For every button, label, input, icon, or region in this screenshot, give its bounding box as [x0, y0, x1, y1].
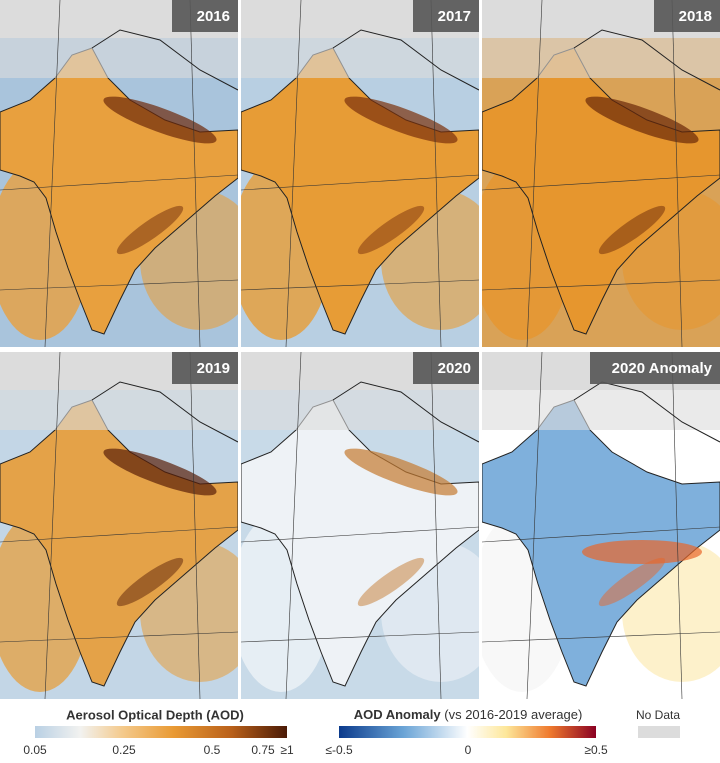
no-data-band — [241, 390, 479, 430]
panel-label-bg — [590, 352, 720, 384]
panel-title: 2017 — [438, 8, 471, 25]
border — [332, 29, 479, 91]
hotspot — [344, 448, 458, 496]
panel-label-bg — [172, 0, 238, 32]
map-panel: 2020 Anomaly — [482, 352, 720, 699]
hotspot — [357, 205, 425, 255]
graticule — [285, 352, 302, 699]
no-data-label: No Data — [636, 708, 680, 722]
graticule — [241, 174, 479, 191]
border — [573, 381, 720, 443]
legend-tick: 0.75 — [251, 743, 275, 757]
no-data-swatch — [638, 726, 680, 738]
colorbar — [339, 726, 596, 738]
no-data-band — [0, 38, 238, 78]
hotspot — [598, 557, 666, 607]
hotspot — [116, 205, 184, 255]
graticule — [482, 174, 720, 191]
graticule — [44, 0, 61, 347]
hotspot — [585, 96, 699, 144]
no-data-band — [482, 38, 720, 78]
graticule — [0, 174, 238, 191]
panel-title: 2018 — [679, 8, 712, 25]
map-panel: 2017 — [241, 0, 479, 347]
panel-label-bg — [413, 352, 479, 384]
legend-title: Aerosol Optical Depth (AOD) — [66, 707, 244, 722]
panel-title: 2020 — [438, 360, 471, 377]
legend-tick: 0.05 — [23, 743, 47, 757]
panel-grid: 2016 2017 2018 2019 2020 2020 Anomaly — [0, 0, 720, 699]
legend-tick: ≥1 — [280, 743, 294, 757]
panel-title: 2019 — [197, 360, 230, 377]
graticule — [241, 526, 479, 543]
hotspot — [598, 205, 666, 255]
map-panel: 2018 — [482, 0, 720, 347]
border — [332, 381, 479, 443]
graticule — [526, 352, 543, 699]
panel-label-bg — [172, 352, 238, 384]
legend-tick: 0.5 — [204, 743, 221, 757]
graticule — [44, 352, 61, 699]
no-data-band — [241, 38, 479, 78]
legend-subtitle: (vs 2016-2019 average) — [444, 707, 582, 722]
legend: Aerosol Optical Depth (AOD) AOD Anomaly … — [23, 707, 680, 757]
graticule — [671, 352, 683, 699]
graticule — [526, 0, 543, 347]
graticule — [285, 0, 302, 347]
legend-tick: 0.25 — [112, 743, 136, 757]
no-data-band — [482, 390, 720, 430]
panel-title: 2020 Anomaly — [612, 360, 713, 377]
graticule — [482, 526, 720, 543]
legend-title: AOD Anomaly (vs 2016-2019 average) — [354, 707, 583, 722]
panel-title: 2016 — [197, 8, 230, 25]
border — [573, 29, 720, 91]
map-panel: 2016 — [0, 0, 238, 347]
graticule — [0, 526, 238, 543]
graticule — [189, 0, 201, 347]
legend-tick: ≤-0.5 — [325, 743, 353, 757]
legend-title-main: AOD Anomaly — [354, 707, 442, 722]
graticule — [671, 0, 683, 347]
hotspot — [582, 540, 702, 564]
border — [91, 29, 238, 91]
graticule — [430, 0, 442, 347]
map-panel: 2019 — [0, 352, 238, 699]
hotspot — [103, 448, 217, 496]
border — [91, 381, 238, 443]
panel-label-bg — [654, 0, 720, 32]
graticule — [189, 352, 201, 699]
hotspot — [357, 557, 425, 607]
colorbar — [35, 726, 287, 738]
map-panel: 2020 — [241, 352, 479, 699]
hotspot — [344, 96, 458, 144]
panel-label-bg — [413, 0, 479, 32]
legend-tick: ≥0.5 — [584, 743, 608, 757]
no-data-band — [0, 390, 238, 430]
hotspot — [103, 96, 217, 144]
graticule — [430, 352, 442, 699]
legend-tick: 0 — [465, 743, 472, 757]
hotspot — [116, 557, 184, 607]
